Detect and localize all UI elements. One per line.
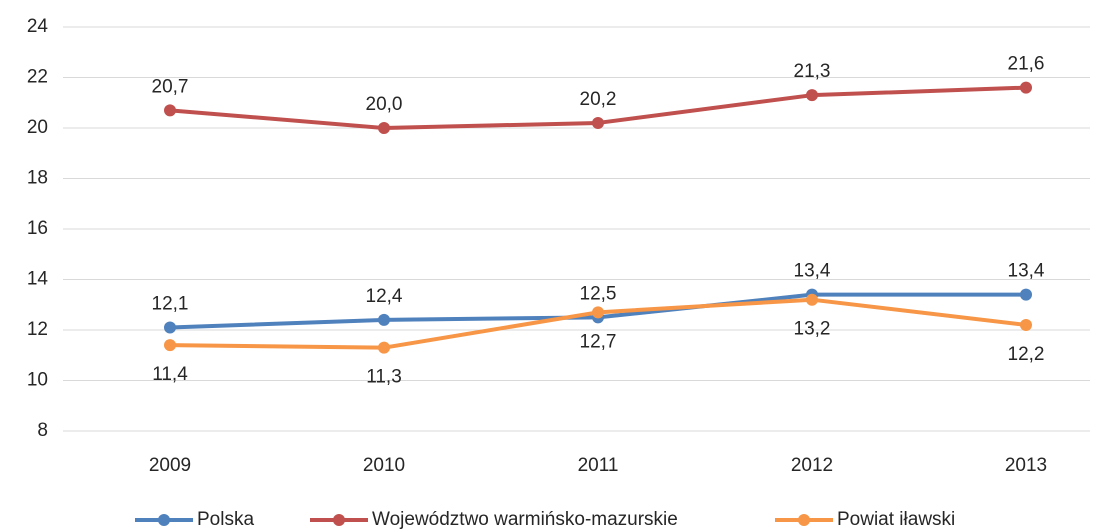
data-label: 20,7 <box>152 76 189 97</box>
y-tick-label: 14 <box>27 269 49 290</box>
data-label: 21,6 <box>1008 54 1045 75</box>
point <box>378 341 390 354</box>
data-label: 20,0 <box>366 94 403 115</box>
data-label: 13,2 <box>794 319 831 340</box>
point <box>1020 318 1032 331</box>
legend-marker <box>158 514 170 526</box>
point <box>164 321 176 334</box>
legend-marker <box>798 514 810 526</box>
data-label: 12,1 <box>152 293 189 314</box>
x-tick-label: 2010 <box>363 455 405 476</box>
legend-label: Powiat iławski <box>837 509 955 530</box>
legend-label: Województwo warmińsko-mazurskie <box>372 509 678 530</box>
point <box>806 89 818 102</box>
point <box>1020 81 1032 94</box>
y-tick-label: 12 <box>27 319 48 340</box>
y-tick-label: 10 <box>27 370 48 391</box>
point <box>378 313 390 326</box>
y-tick-label: 16 <box>27 218 48 239</box>
data-label: 13,4 <box>1008 261 1045 282</box>
point <box>1020 288 1032 301</box>
y-tick-label: 8 <box>37 420 48 441</box>
x-tick-label: 2009 <box>149 455 191 476</box>
data-label: 12,4 <box>366 286 403 307</box>
data-label: 12,7 <box>580 331 617 352</box>
y-tick-label: 22 <box>27 67 48 88</box>
point <box>806 293 818 306</box>
point <box>378 122 390 134</box>
data-label: 11,3 <box>366 367 402 388</box>
y-tick-label: 20 <box>27 117 48 138</box>
y-tick-label: 24 <box>27 16 49 37</box>
x-tick-label: 2013 <box>1005 455 1047 476</box>
point <box>592 306 604 319</box>
y-tick-label: 18 <box>27 168 48 189</box>
point <box>592 116 604 129</box>
data-label: 12,5 <box>580 283 617 304</box>
point <box>164 339 176 352</box>
x-tick-label: 2012 <box>791 455 833 476</box>
data-label: 11,4 <box>152 364 188 385</box>
data-label: 20,2 <box>580 89 617 110</box>
data-label: 21,3 <box>794 61 831 82</box>
x-tick-label: 2011 <box>578 455 619 476</box>
point <box>164 104 176 117</box>
data-label: 12,2 <box>1008 344 1045 365</box>
legend-marker <box>333 514 345 526</box>
legend-label: Polska <box>197 509 254 530</box>
data-label: 13,4 <box>794 261 831 282</box>
